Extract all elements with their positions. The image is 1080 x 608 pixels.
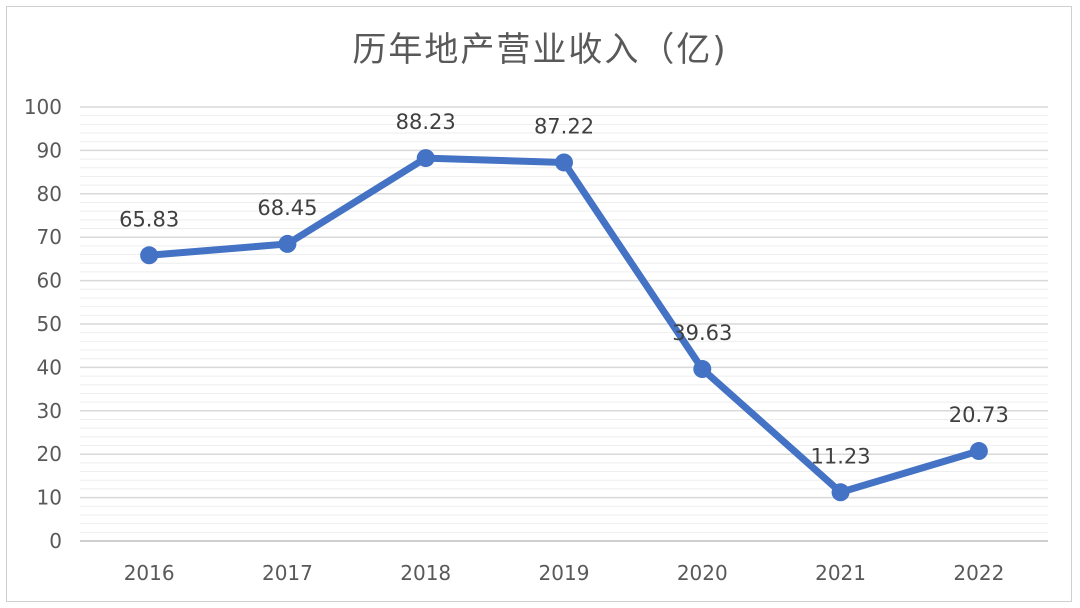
y-tick-label: 10: [37, 486, 62, 510]
y-tick-label: 50: [37, 312, 62, 336]
x-tick-label: 2022: [953, 561, 1004, 585]
x-tick-label: 2020: [677, 561, 728, 585]
data-label: 11.23: [811, 444, 871, 468]
data-point: [140, 246, 159, 265]
data-label: 87.22: [534, 114, 594, 138]
data-label: 88.23: [396, 110, 456, 134]
data-point: [969, 442, 988, 461]
y-tick-label: 30: [37, 399, 62, 423]
data-label: 65.83: [119, 207, 179, 231]
x-tick-label: 2019: [539, 561, 590, 585]
y-tick-label: 40: [37, 355, 62, 379]
x-tick-label: 2017: [262, 561, 313, 585]
data-point: [416, 149, 435, 168]
y-tick-label: 90: [37, 138, 62, 162]
y-tick-label: 60: [37, 269, 62, 293]
y-tick-label: 70: [37, 225, 62, 249]
y-tick-label: 20: [37, 442, 62, 466]
chart-frame: [6, 6, 1072, 602]
y-tick-label: 80: [37, 182, 62, 206]
data-label: 20.73: [949, 403, 1009, 427]
data-label: 68.45: [257, 196, 317, 220]
data-label: 39.63: [672, 321, 732, 345]
data-point: [555, 153, 573, 172]
data-point: [278, 234, 297, 253]
data-point: [693, 360, 712, 379]
x-tick-label: 2021: [815, 561, 866, 585]
x-tick-label: 2016: [124, 561, 175, 585]
chart-title: 历年地产营业收入（亿): [352, 30, 728, 70]
y-tick-label: 100: [24, 95, 62, 119]
data-point: [831, 483, 850, 502]
x-tick-label: 2018: [400, 561, 451, 585]
y-tick-label: 0: [49, 529, 62, 553]
